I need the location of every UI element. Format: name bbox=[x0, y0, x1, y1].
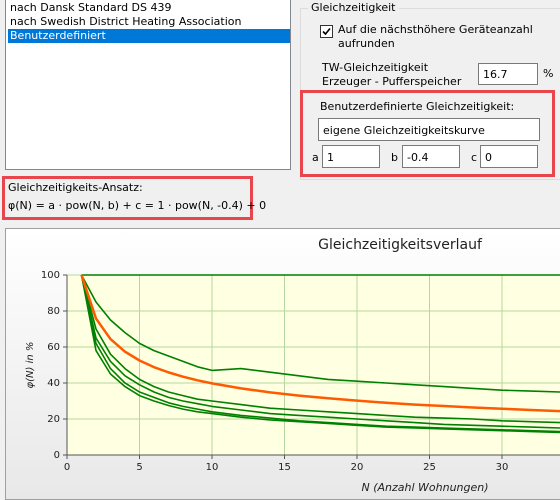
curve bbox=[80, 274, 560, 424]
param-a-input[interactable]: 1 bbox=[322, 145, 380, 168]
x-tick-label: 20 bbox=[351, 462, 364, 473]
list-item[interactable]: nach Dansk Standard DS 439 bbox=[10, 1, 172, 14]
checkbox-label-line: Auf die nächsthöhere Geräteanzahl bbox=[338, 23, 533, 36]
x-tick-label: 5 bbox=[136, 462, 142, 473]
y-tick-label: 100 bbox=[41, 270, 60, 281]
param-label: c bbox=[471, 151, 478, 164]
x-tick-label: 25 bbox=[423, 462, 436, 473]
y-tick-label: 40 bbox=[47, 378, 60, 389]
curve bbox=[80, 274, 560, 434]
checkbox-label-line: aufrunden bbox=[338, 37, 395, 50]
x-tick-label: 0 bbox=[64, 462, 70, 473]
highlight-box bbox=[300, 90, 555, 177]
y-tick-label: 60 bbox=[47, 342, 60, 353]
param-label: a bbox=[312, 151, 319, 164]
method-list[interactable]: nach Dansk Standard DS 439 nach Swedish D… bbox=[5, 0, 291, 170]
curve bbox=[80, 274, 560, 429]
tw-unit: % bbox=[543, 67, 554, 80]
plot-lines bbox=[80, 274, 560, 434]
x-axis-label: N (Anzahl Wohnungen) bbox=[361, 481, 488, 494]
formula-title: Gleichzeitigkeits-Ansatz: bbox=[8, 181, 143, 194]
highlight-box bbox=[2, 176, 253, 220]
curve bbox=[80, 274, 560, 413]
plot-area bbox=[67, 275, 560, 455]
param-label: b bbox=[391, 151, 398, 164]
curve bbox=[80, 274, 560, 393]
curve-name-input[interactable]: eigene Gleichzeitigkeitskurve bbox=[318, 118, 540, 141]
y-axis-label: φ(N) in % bbox=[25, 342, 36, 389]
formula-text: φ(N) = a · pow(N, b) + c = 1 · pow(N, -0… bbox=[8, 199, 267, 212]
list-item[interactable]: nach Swedish District Heating Associatio… bbox=[10, 15, 242, 28]
y-tick-label: 0 bbox=[54, 450, 60, 461]
y-tick-label: 20 bbox=[47, 414, 60, 425]
param-b-input[interactable]: -0.4 bbox=[402, 145, 460, 168]
y-tick-label: 80 bbox=[47, 306, 60, 317]
tw-label-line: TW-Gleichzeitigkeit bbox=[322, 61, 429, 74]
tw-label: TW-Gleichzeitigkeit Erzeuger - Pufferspe… bbox=[322, 61, 461, 89]
x-tick-label: 15 bbox=[278, 462, 291, 473]
chart: Gleichzeitigkeitsverlauf N (Anzahl Wohnu… bbox=[25, 237, 560, 494]
custom-title: Benutzerdefinierte Gleichzeitigkeit: bbox=[320, 100, 515, 113]
curve bbox=[80, 274, 560, 433]
tw-label-line: Erzeuger - Pufferspeicher bbox=[322, 75, 462, 88]
list-item[interactable]: Benutzerdefiniert bbox=[8, 29, 290, 43]
tw-input[interactable]: 16.7 bbox=[478, 63, 538, 85]
x-tick-label: 10 bbox=[206, 462, 219, 473]
group-title: Gleichzeitigkeit bbox=[308, 1, 399, 14]
check-mark bbox=[322, 27, 331, 36]
chart-title: Gleichzeitigkeitsverlauf bbox=[318, 237, 483, 253]
checkbox[interactable] bbox=[320, 25, 333, 38]
checkbox-label[interactable]: Auf die nächsthöhere Geräteanzahl aufrun… bbox=[338, 23, 533, 51]
x-tick-label: 30 bbox=[496, 462, 509, 473]
check-path bbox=[322, 27, 331, 36]
param-c-input[interactable]: 0 bbox=[480, 145, 538, 168]
